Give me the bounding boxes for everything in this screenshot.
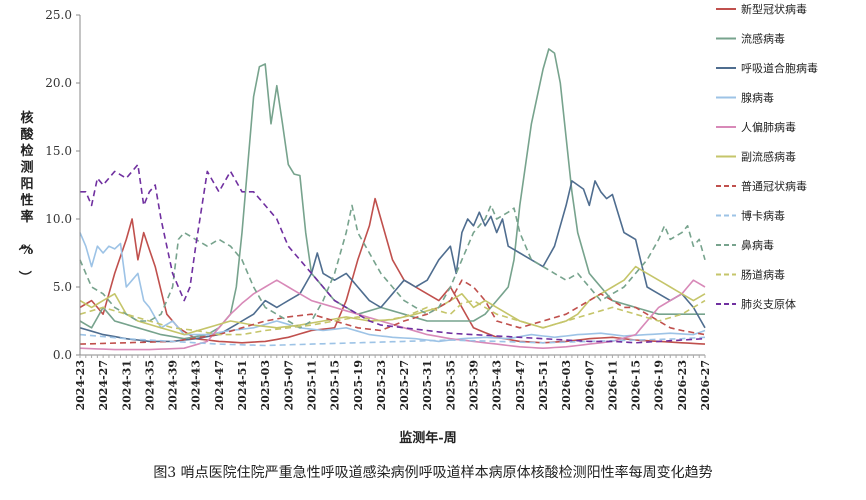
series-line-6: [79, 279, 706, 345]
legend-label-4: 人偏肺病毒: [741, 120, 796, 134]
legend: 新型冠状病毒流感病毒呼吸道合胞病毒腺病毒人偏肺病毒副流感病毒普通冠状病毒博卡病毒…: [716, 2, 818, 311]
x-tick-label-14: 2025-27: [398, 360, 411, 411]
x-tick-label-11: 2025-15: [329, 360, 342, 411]
series-line-1: [79, 48, 705, 340]
legend-label-8: 鼻病毒: [741, 238, 774, 252]
y-tick-label-1: 5.0: [53, 280, 72, 294]
y-axis-title-char: 性: [20, 193, 33, 209]
legend-label-7: 博卡病毒: [741, 209, 785, 223]
legend-label-1: 流感病毒: [741, 32, 785, 46]
series-line-8: [79, 204, 706, 329]
figure-caption: 图3 哨点医院住院严重急性呼吸道感染病例呼吸道样本病原体核酸检测阳性率每周变化趋…: [153, 465, 713, 481]
series-line-10: [80, 163, 706, 344]
x-tick-label-20: 2025-51: [537, 360, 550, 411]
x-tick-label-4: 2024-39: [167, 360, 180, 411]
y-axis-title-char: 阳: [20, 177, 33, 192]
y-axis-title-char: 率: [20, 209, 33, 225]
x-tick-label-1: 2024-27: [97, 360, 110, 411]
y-tick-label-0: 0.0: [53, 348, 72, 362]
legend-label-0: 新型冠状病毒: [741, 2, 807, 16]
x-tick-label-7: 2024-51: [236, 360, 249, 411]
x-tick-label-26: 2026-23: [676, 360, 689, 411]
series-layer: [79, 48, 706, 351]
x-axis-title: 监测年-周: [399, 430, 456, 446]
y-tick-label-2: 10.0: [45, 212, 72, 226]
legend-label-3: 腺病毒: [741, 91, 774, 105]
legend-label-9: 肠道病毒: [741, 268, 785, 282]
y-axis-title-char: 测: [20, 160, 33, 176]
x-tick-label-19: 2025-47: [514, 360, 527, 411]
y-axis-title-char: 核: [20, 110, 33, 126]
series-line-0: [79, 197, 706, 345]
series-line-9: [79, 299, 706, 336]
x-tick-label-15: 2025-31: [421, 360, 434, 411]
y-axis-title-char: ）: [16, 271, 32, 284]
x-tick-label-8: 2025-03: [259, 360, 272, 411]
x-tick-label-9: 2025-07: [282, 360, 295, 411]
x-tick-label-2: 2024-31: [120, 360, 133, 411]
y-axis-title: 核酸检测阳性率 （% ）: [16, 110, 34, 284]
y-axis-title-char: %: [21, 243, 34, 258]
series-line-4: [79, 279, 706, 351]
x-tick-label-10: 2025-11: [305, 360, 318, 411]
y-tick-label-5: 25.0: [45, 8, 72, 22]
x-tick-label-22: 2026-07: [583, 360, 596, 411]
legend-label-5: 副流感病毒: [741, 150, 796, 164]
y-tick-label-4: 20.0: [45, 76, 72, 90]
x-tick-label-13: 2025-23: [375, 360, 388, 411]
legend-label-10: 肺炎支原体: [741, 297, 796, 311]
y-tick-label-3: 15.0: [45, 144, 72, 158]
x-tick-label-12: 2025-19: [352, 360, 365, 411]
y-axis-title-char: 检: [20, 143, 33, 159]
x-tick-label-18: 2025-43: [491, 360, 504, 411]
x-tick-label-27: 2026-27: [699, 360, 712, 411]
y-axis-title-char: 酸: [20, 127, 34, 143]
x-tick-label-5: 2024-43: [190, 360, 203, 411]
x-tick-label-24: 2026-15: [630, 360, 643, 411]
x-tick-label-21: 2026-03: [560, 360, 573, 411]
legend-label-2: 呼吸道合胞病毒: [741, 61, 818, 75]
x-tick-label-23: 2026-11: [606, 360, 619, 411]
y-axis-title-char: （: [16, 238, 32, 251]
legend-label-6: 普通冠状病毒: [741, 179, 807, 193]
x-tick-label-6: 2024-47: [213, 360, 226, 411]
x-tick-label-17: 2025-39: [468, 360, 481, 411]
x-tick-label-25: 2026-19: [653, 360, 666, 411]
x-tick-label-16: 2025-35: [444, 360, 457, 411]
x-tick-label-3: 2024-35: [143, 360, 156, 411]
x-tick-label-0: 2024-23: [74, 360, 87, 411]
axes-layer: 0.0 5.0 10.0 15.0 20.0 25.0 2024-23 2024-27 2024…: [45, 8, 712, 411]
